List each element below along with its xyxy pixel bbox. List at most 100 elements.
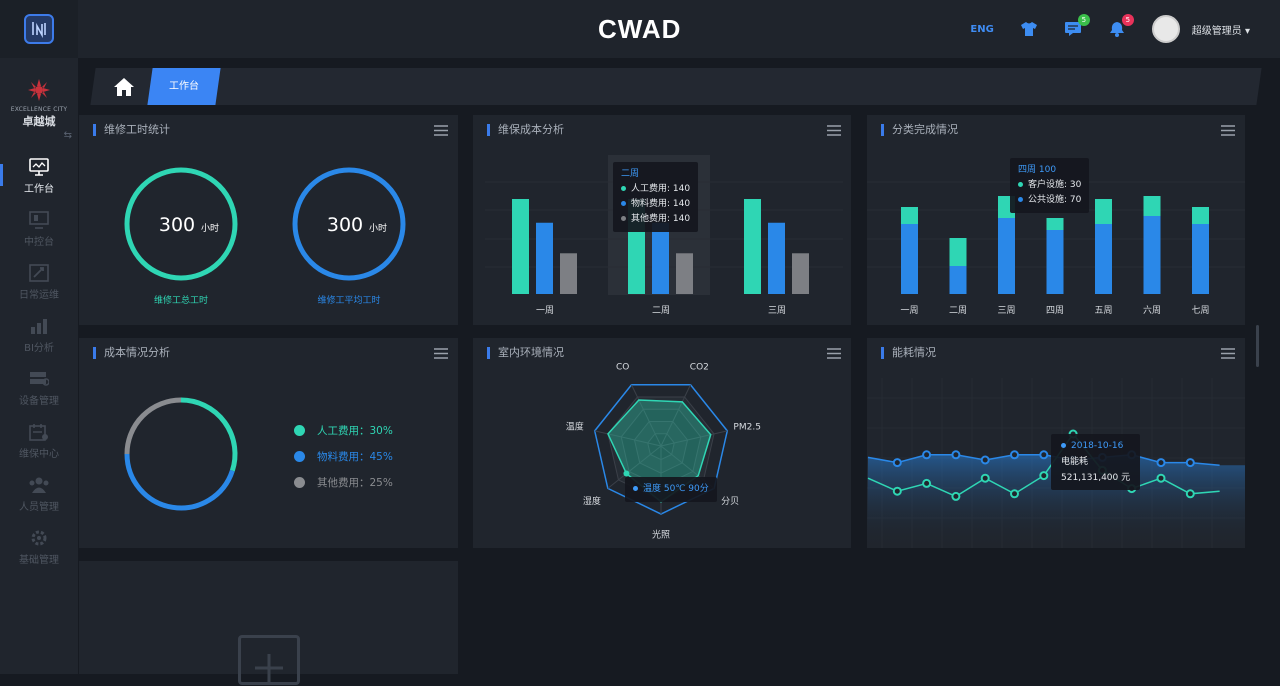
menu-icon[interactable] xyxy=(1221,348,1235,359)
bar-其他费用-三周 xyxy=(792,253,809,294)
energy-point xyxy=(892,458,902,468)
notification-badge: 5 xyxy=(1121,14,1134,26)
tab-bar xyxy=(90,68,1262,105)
sidebar-item-maintenance[interactable]: 维保中心 xyxy=(0,415,78,468)
x-tick-label: 四周 xyxy=(1046,305,1064,316)
legend-item[interactable]: 物料费用：45% xyxy=(294,449,393,464)
notification-button[interactable]: 5 xyxy=(1108,14,1134,37)
sidebar-item-basic[interactable]: 基础管理 xyxy=(0,521,78,574)
cost-tooltip-row: 其他费用: 140 xyxy=(621,212,690,227)
legend-swatch xyxy=(294,425,305,436)
radar-axis xyxy=(660,430,728,447)
menu-icon[interactable] xyxy=(827,125,841,136)
tab-workbench[interactable]: 工作台 xyxy=(169,81,199,92)
monitor-icon xyxy=(29,158,49,176)
sidebar-item-operations[interactable]: 日常运维 xyxy=(0,256,78,309)
card-title: 维修工时统计 xyxy=(93,124,170,136)
x-tick-label: 二周 xyxy=(949,305,967,316)
bar-人工费用-一周 xyxy=(512,199,529,294)
home-button[interactable] xyxy=(101,68,147,105)
brand-emblem-icon xyxy=(28,79,50,101)
energy-point xyxy=(980,455,990,465)
card-maintenance-cost: 维保成本分析 一周 二周 三周 二周 人工费用: 140 物料费用: 140 其他费… xyxy=(473,115,851,325)
shirt-icon[interactable] xyxy=(1020,21,1038,37)
energy-point xyxy=(1010,489,1019,499)
sidebar-item-label: 工作台 xyxy=(24,184,54,195)
sidebar-item-console[interactable]: 中控台 xyxy=(0,203,78,256)
device-icon xyxy=(30,372,49,386)
menu-icon[interactable] xyxy=(827,348,841,359)
radar-indicator-label: 分贝 xyxy=(721,496,739,507)
card-energy: 能耗情况 2018-10-16 电能耗 521,131,400 元 xyxy=(867,338,1245,548)
card-title: 能耗情况 xyxy=(881,347,936,359)
sidebar-item-label: 基础管理 xyxy=(19,555,59,566)
gauge-ring-total xyxy=(124,167,238,281)
radar-axis xyxy=(594,430,662,447)
bar-客户设施-一周 xyxy=(901,207,918,224)
energy-point xyxy=(1010,450,1019,460)
home-icon xyxy=(114,77,134,96)
language-switch[interactable]: ENG xyxy=(970,23,994,35)
energy-point xyxy=(1185,458,1195,468)
legend-label: 人工费用：30% xyxy=(317,425,393,437)
sidebar-item-label: 人员管理 xyxy=(19,502,59,513)
bar-物料费用-二周 xyxy=(652,222,669,294)
sidebar-item-label: 中控台 xyxy=(24,237,54,248)
sidebar-item-personnel[interactable]: 人员管理 xyxy=(0,468,78,521)
app-logo[interactable] xyxy=(0,0,78,58)
calendar-icon xyxy=(29,424,48,441)
menu-icon[interactable] xyxy=(434,125,448,136)
energy-point xyxy=(951,450,961,460)
sidebar-collapse-icon[interactable]: ⇆ xyxy=(63,130,72,141)
bar-公共设施-五周 xyxy=(1095,224,1112,294)
x-tick-label: 三周 xyxy=(997,305,1015,316)
username[interactable]: 超级管理员 ▾ xyxy=(1191,25,1250,37)
bar-物料费用-一周 xyxy=(536,222,553,294)
add-widget-button[interactable] xyxy=(238,635,300,685)
energy-point xyxy=(1156,473,1166,483)
message-button[interactable]: 5 xyxy=(1064,14,1090,37)
bar-公共设施-四周 xyxy=(1046,230,1064,294)
bar-其他费用-一周 xyxy=(560,253,577,294)
sidebar: EXCELLENCE CITY 卓越城 ⇆ 工作台 中控台 日常运维 BI分析 … xyxy=(0,0,78,674)
bar-人工费用-三周 xyxy=(744,199,761,294)
radar-indicator-label: 湿度 xyxy=(583,495,601,507)
x-tick-label: 二周 xyxy=(652,305,670,316)
x-tick-label: 一周 xyxy=(900,305,918,316)
cost-tooltip-row-label: 其他费用: 140 xyxy=(631,214,691,224)
brand-cn: 卓越城 xyxy=(22,115,56,128)
energy-tooltip-value: 521,131,400 元 xyxy=(1061,473,1131,483)
bell-icon xyxy=(1109,22,1124,37)
class-tooltip-row: 客户设施: 30 xyxy=(1018,178,1081,193)
legend-item[interactable]: 其他费用：25% xyxy=(294,475,393,490)
menu-icon[interactable] xyxy=(434,348,448,359)
brand-en: EXCELLENCE CITY xyxy=(10,106,68,113)
bar-物料费用-三周 xyxy=(768,222,785,294)
card-cost-status: 成本情况分析 人工费用：30% 物料费用：45% 其他费用：25% xyxy=(79,338,458,548)
sidebar-item-bi[interactable]: BI分析 xyxy=(0,309,78,362)
card-classification: 分类完成情况 一周 二周 三周 四周 五周 六周 七周 四周 100 客户设施: 30 公共… xyxy=(867,115,1245,325)
top-bar: CWAD ENG 5 5 超级管理员 ▾ xyxy=(78,0,1280,58)
class-tooltip-title: 四周 100 xyxy=(1018,165,1057,175)
card-title: 室内环境情况 xyxy=(487,347,564,359)
sidebar-item-devices[interactable]: 设备管理 xyxy=(0,362,78,415)
sidebar-item-workbench[interactable]: 工作台 xyxy=(0,150,78,203)
energy-point xyxy=(892,486,902,496)
legend-item[interactable]: 人工费用：30% xyxy=(294,423,393,438)
avatar[interactable] xyxy=(1151,15,1180,43)
legend-swatch xyxy=(294,477,305,488)
menu-icon[interactable] xyxy=(1221,125,1235,136)
bar-公共设施-六周 xyxy=(1143,216,1161,294)
bar-客户设施-二周 xyxy=(949,238,967,266)
radar-indicator-label: 温度 xyxy=(566,420,584,432)
bar-公共设施-三周 xyxy=(998,218,1015,294)
donut-slice-其他费用 xyxy=(124,397,182,455)
cost-tooltip-title: 二周 xyxy=(621,169,640,179)
sidebar-item-label: 维保中心 xyxy=(19,449,59,460)
energy-point xyxy=(1185,489,1195,499)
brand: EXCELLENCE CITY 卓越城 xyxy=(0,78,78,129)
scrollbar[interactable] xyxy=(1256,325,1259,367)
radar-axis xyxy=(607,445,662,489)
x-tick-label: 三周 xyxy=(768,305,786,316)
